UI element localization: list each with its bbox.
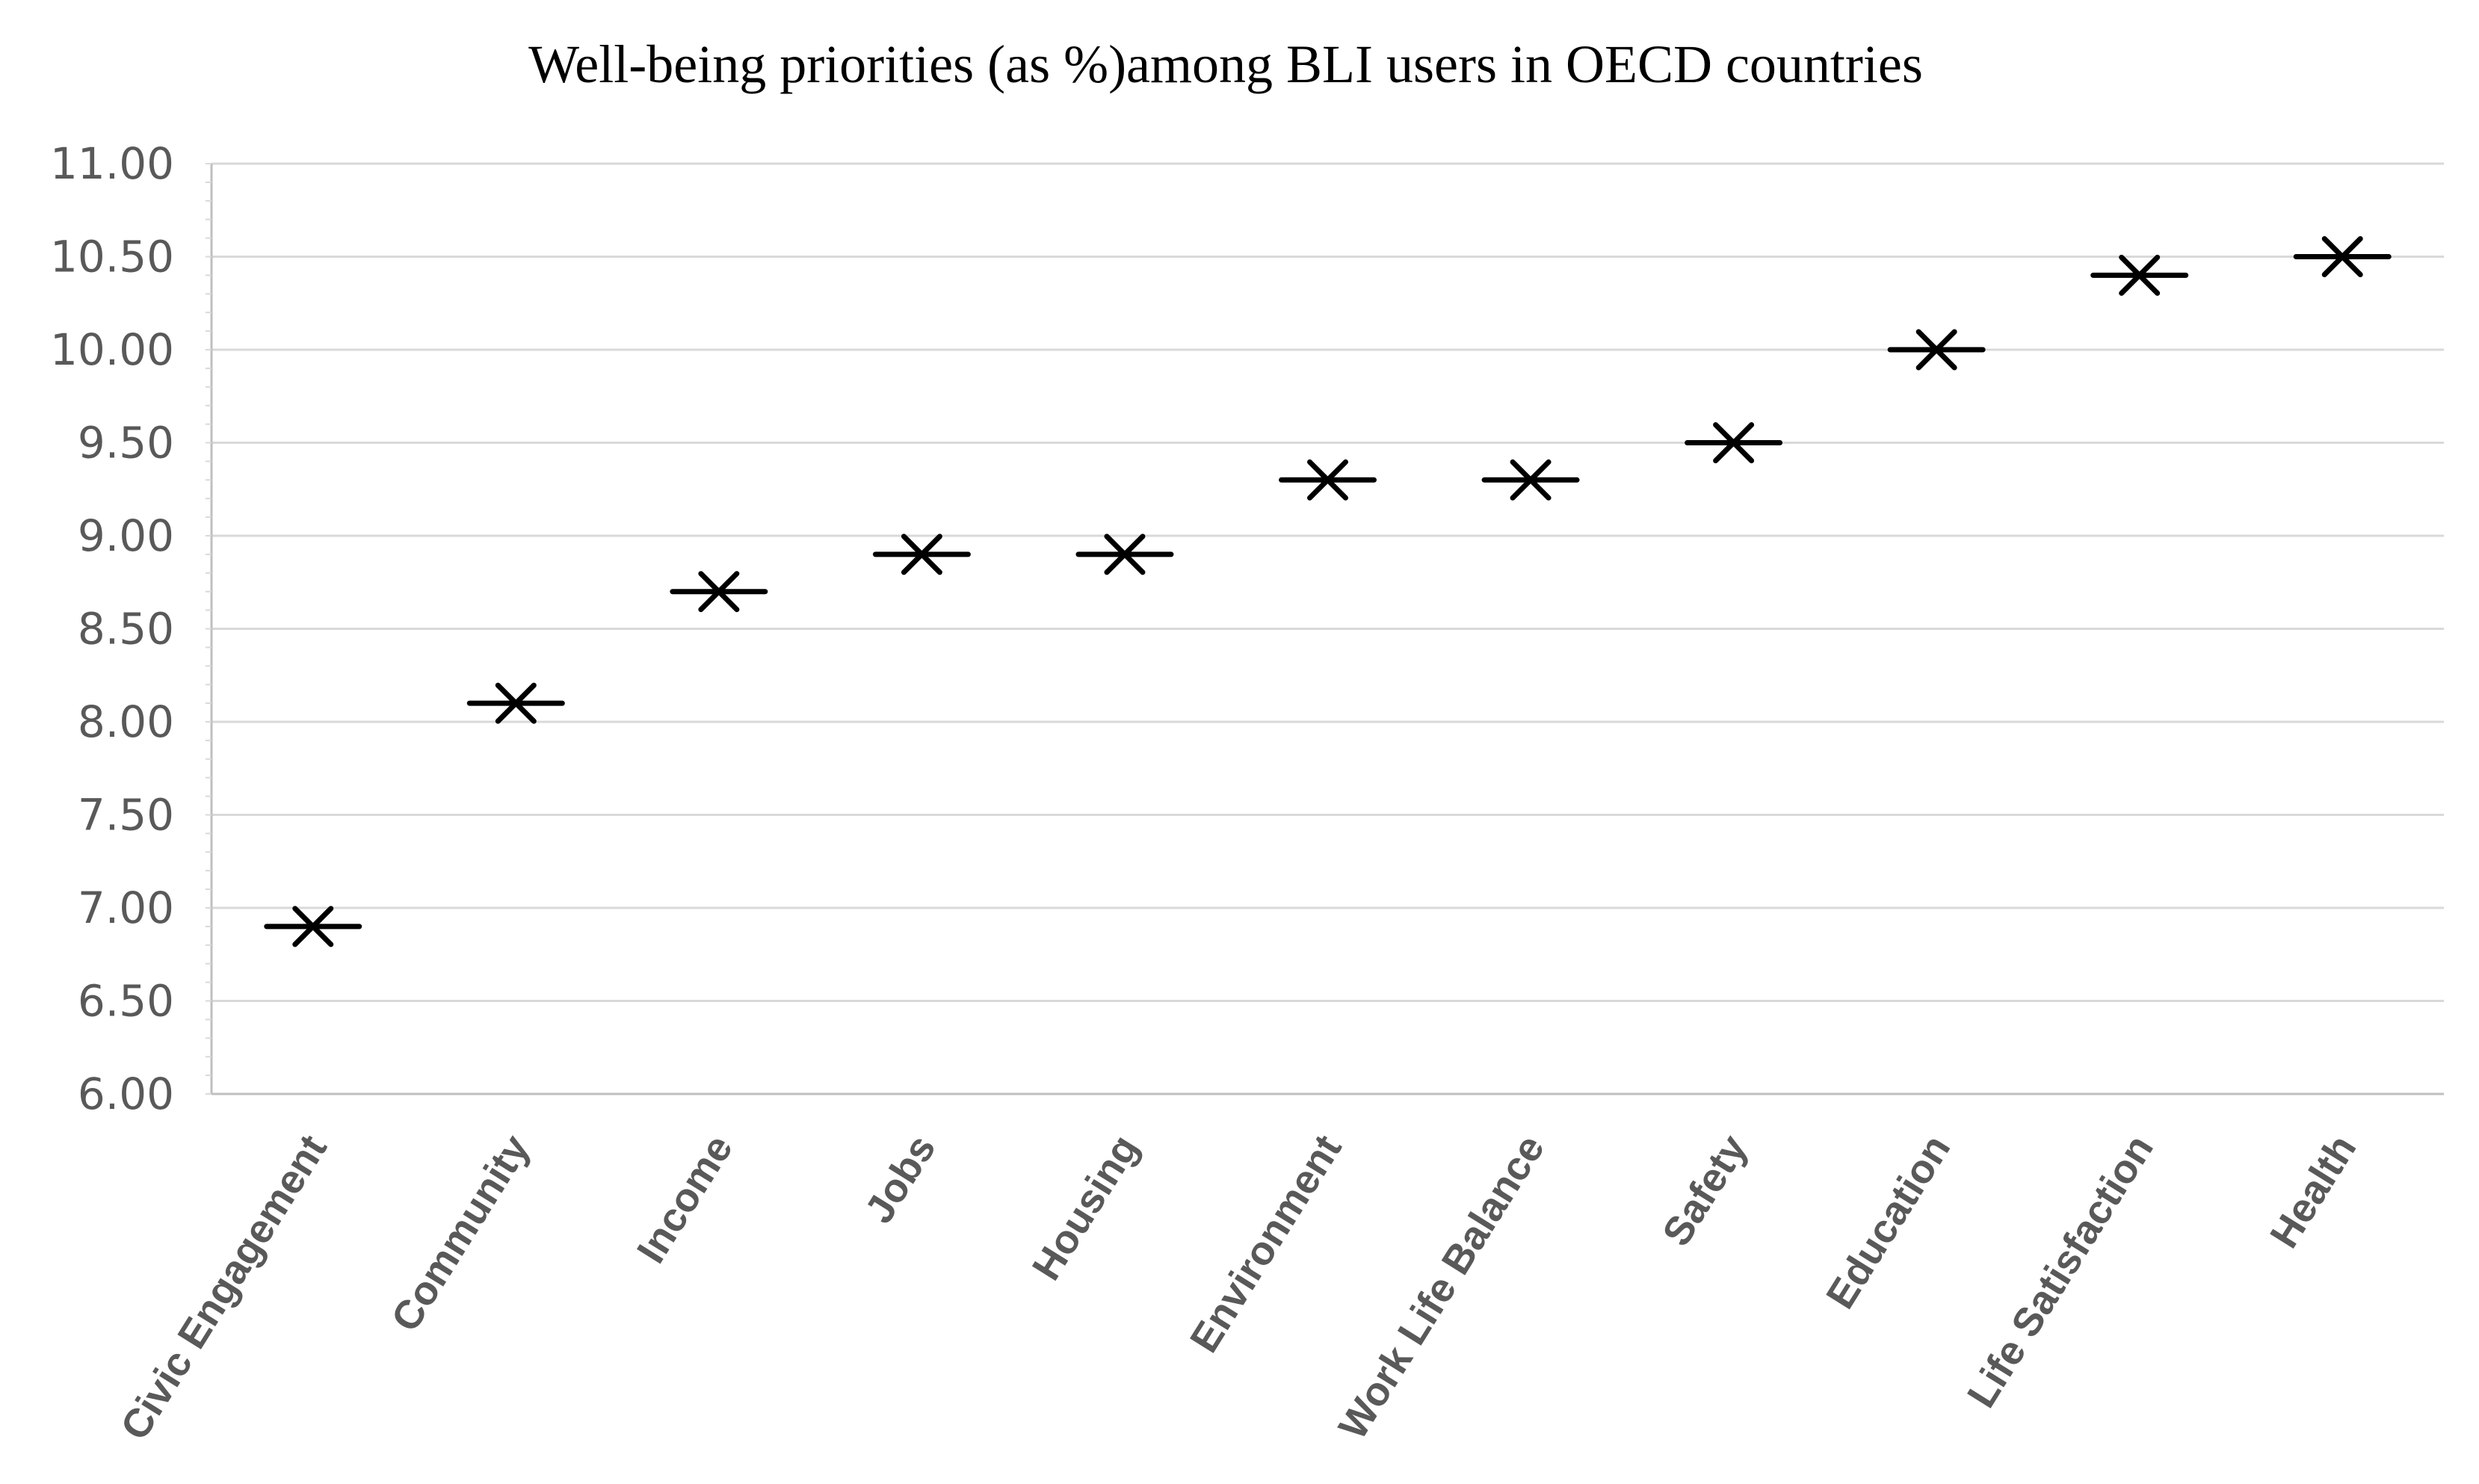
axes	[206, 163, 213, 1095]
y-tick-label: 10.00	[50, 324, 174, 375]
x-tick-label: Life Satisfaction	[1959, 1128, 2162, 1415]
data-point	[466, 682, 565, 724]
data-point-cross-b	[1713, 422, 1755, 463]
data-point-cross-b	[2321, 236, 2363, 277]
y-tick-label: 11.00	[50, 138, 174, 189]
data-point-cross-b	[1915, 329, 1957, 371]
data-point-cross-b	[292, 906, 334, 947]
x-tick-label: Jobs	[856, 1128, 945, 1231]
x-tick-label: Environment	[1182, 1128, 1350, 1361]
data-points	[264, 236, 2392, 947]
data-point	[2293, 236, 2392, 277]
y-tick-label: 7.50	[78, 790, 174, 841]
gridlines	[212, 162, 2444, 1095]
data-point	[1279, 459, 1377, 501]
data-point	[264, 906, 362, 947]
y-tick-label: 9.00	[78, 510, 174, 561]
x-tick-label: Community	[383, 1128, 538, 1340]
y-tick-label: 8.50	[78, 604, 174, 655]
y-tick-label: 6.00	[78, 1069, 174, 1119]
data-point-cross-b	[1307, 459, 1348, 501]
x-axis-tick-labels: Civic Engagement Community Income Jobs Housi…	[112, 1128, 2365, 1448]
data-point-cross-b	[1104, 534, 1146, 575]
data-point	[2090, 254, 2189, 296]
data-point-cross-b	[698, 571, 740, 613]
data-point-cross-b	[495, 682, 537, 724]
x-tick-label: Work Life Balance	[1330, 1128, 1553, 1447]
data-point-cross-b	[901, 534, 942, 575]
data-point	[872, 534, 971, 575]
x-tick-label: Education	[1818, 1128, 1959, 1317]
x-tick-label: Housing	[1024, 1128, 1147, 1288]
data-point	[1075, 534, 1174, 575]
y-tick-label: 6.50	[78, 976, 174, 1027]
x-tick-label: Health	[2262, 1128, 2365, 1256]
data-point-cross-b	[1510, 459, 1552, 501]
x-tick-label: Income	[629, 1128, 741, 1271]
y-tick-label: 9.50	[78, 418, 174, 469]
data-point	[1887, 329, 1986, 371]
x-tick-label: Safety	[1654, 1128, 1756, 1254]
data-point-cross-b	[2119, 254, 2161, 296]
data-point	[670, 571, 768, 613]
y-tick-label: 8.00	[78, 696, 174, 747]
y-axis-tick-labels: 6.00 6.50 7.00 7.50 8.00 8.50 9.00 9.50 10.00 10.…	[50, 138, 174, 1119]
y-tick-label: 7.00	[78, 882, 174, 933]
chart-title: Well-being priorities (as %)among BLI us…	[528, 34, 1923, 94]
x-tick-label: Civic Engagement	[112, 1128, 336, 1448]
data-point	[1481, 459, 1580, 501]
data-point	[1685, 422, 1783, 463]
y-tick-label: 10.50	[50, 232, 174, 282]
